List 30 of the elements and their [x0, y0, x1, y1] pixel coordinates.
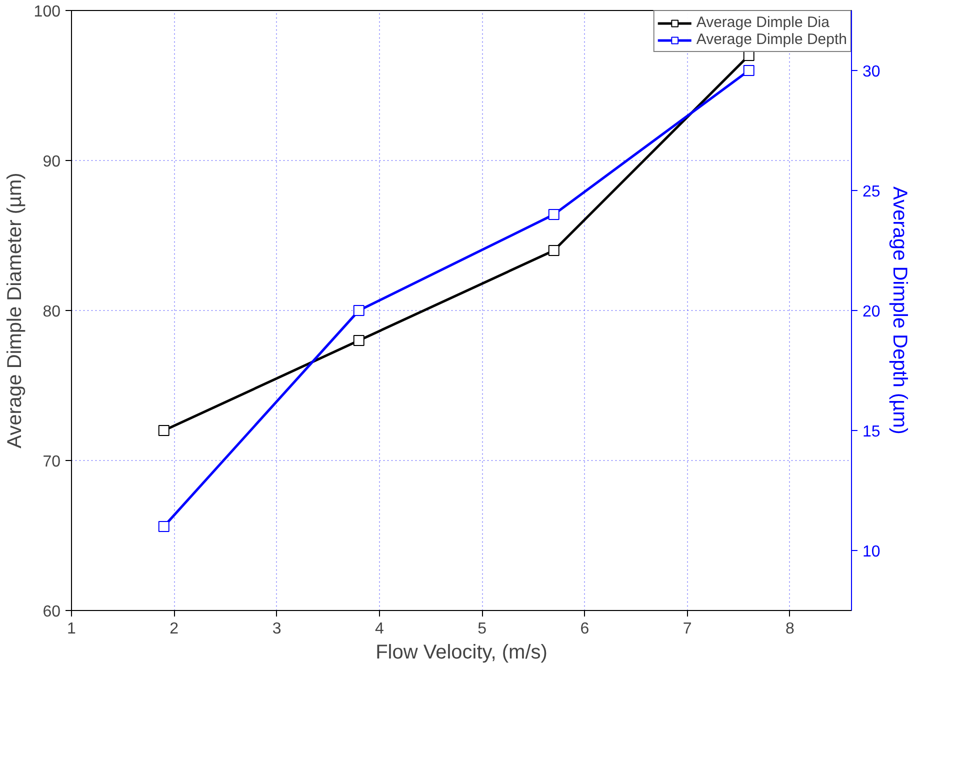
y2-tick-label: 15 [862, 424, 880, 440]
x-tick-label: 1 [67, 620, 76, 638]
point [158, 425, 170, 436]
y2-axis-title: Average Dimple Depth (µm) [888, 186, 910, 434]
y-tick-label: 100 [34, 4, 61, 20]
x-tick-label: 7 [682, 620, 692, 638]
y2-tick-label: 25 [862, 184, 880, 200]
y-tick-label: 80 [42, 304, 61, 320]
x-tick-label: 5 [478, 620, 487, 638]
point [548, 209, 560, 220]
x-tick-label: 6 [580, 620, 590, 638]
y2-tick-label: 20 [862, 304, 880, 320]
point [548, 245, 560, 256]
point [353, 335, 364, 346]
x-tick-label: 3 [272, 620, 282, 638]
x-axis-title: Flow Velocity, (m/s) [376, 642, 548, 664]
y-tick-label: 70 [42, 454, 61, 470]
y2-tick-label: 10 [862, 544, 880, 560]
y-axis-title: Average Dimple Diameter (µm) [4, 172, 26, 448]
point [353, 305, 364, 316]
x-tick-label: 8 [785, 620, 794, 638]
x-tick-label: 2 [170, 620, 179, 638]
legend-label: Average Dimple Dia [696, 14, 830, 31]
y-tick-label: 90 [42, 154, 61, 170]
point [158, 521, 170, 532]
y-tick-label: 60 [42, 604, 61, 620]
legend-label: Average Dimple Depth [696, 31, 847, 48]
point [743, 65, 754, 76]
x-tick-label: 4 [374, 620, 384, 638]
y2-tick-label: 30 [862, 64, 880, 80]
